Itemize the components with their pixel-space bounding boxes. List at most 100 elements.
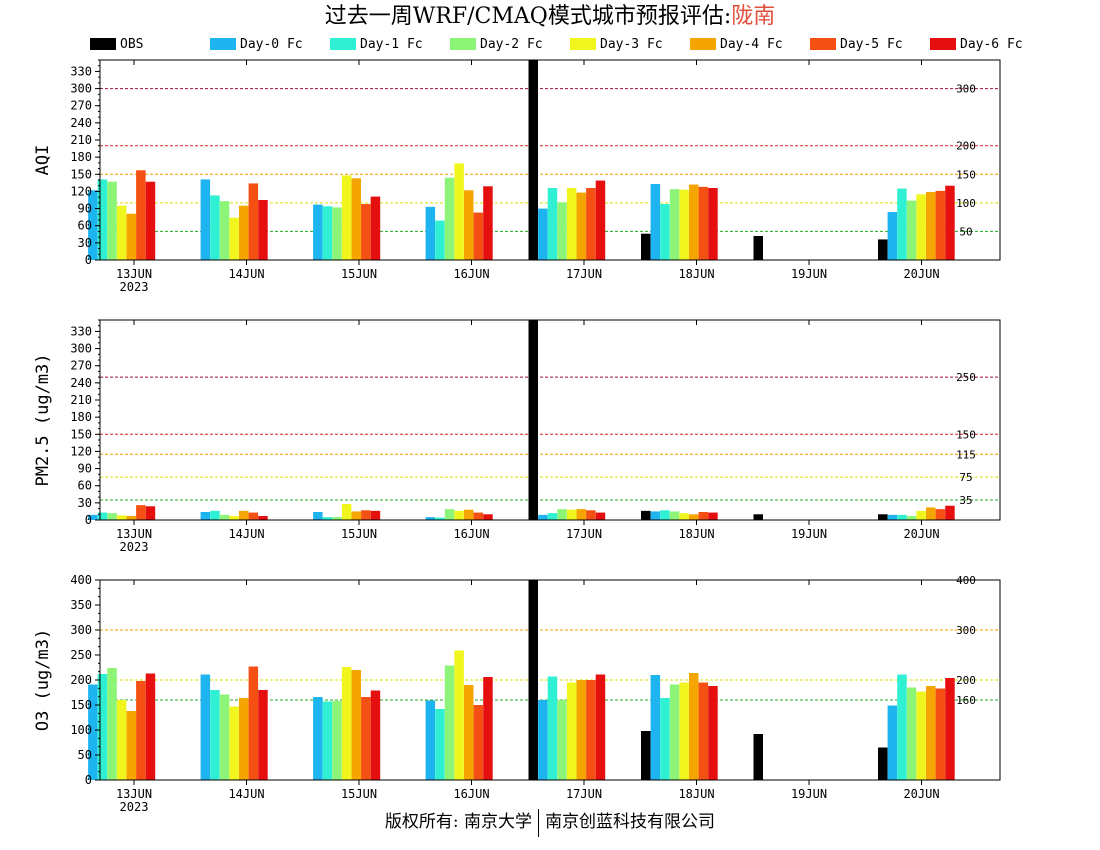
bar-forecast [935, 190, 946, 260]
bar-forecast [660, 698, 670, 780]
bar-obs [878, 514, 888, 520]
bar-forecast [887, 705, 898, 780]
legend-swatch [330, 38, 356, 50]
bar-forecast [679, 513, 689, 520]
bar-forecast [219, 201, 230, 260]
x-tick-label: 20JUN [903, 527, 939, 541]
bar-forecast [945, 678, 955, 780]
footer-separator [538, 808, 540, 837]
bar-forecast [248, 512, 259, 520]
x-tick-label: 15JUN [341, 787, 377, 801]
bar-forecast [576, 680, 586, 780]
bar-forecast [660, 510, 670, 520]
bar-forecast [897, 188, 907, 260]
bar-forecast [538, 700, 548, 780]
y-tick-label: 50 [78, 748, 92, 762]
bar-forecast [313, 512, 323, 520]
bar-forecast [926, 507, 936, 520]
bar-forecast [136, 170, 146, 260]
threshold-label: 150 [956, 428, 976, 441]
y-tick-label: 350 [70, 598, 92, 612]
legend-swatch [90, 38, 116, 50]
bar-forecast [708, 188, 718, 260]
x-tick-label: 20JUN [903, 787, 939, 801]
bar-forecast [650, 184, 661, 260]
bar-forecast [341, 175, 352, 260]
bar-forecast [935, 509, 946, 520]
x-tick-year: 2023 [120, 540, 149, 554]
bar-forecast [126, 711, 136, 780]
bar-forecast [107, 181, 117, 260]
legend-label: Day-6 Fc [960, 36, 1023, 52]
bar-forecast [258, 200, 268, 260]
bar-forecast [698, 512, 709, 520]
bar-forecast [547, 513, 558, 520]
bar-forecast [650, 511, 661, 520]
bar-forecast [370, 690, 381, 780]
y-tick-label: 270 [70, 359, 92, 373]
bar-forecast [444, 509, 455, 520]
chart-panel: 16020030040005010015020025030035040013JU… [33, 573, 1001, 814]
bar-forecast [557, 700, 567, 780]
x-tick-label: 17JUN [566, 787, 602, 801]
bar-forecast [595, 674, 606, 780]
bar-obs [753, 514, 763, 520]
bar-forecast [332, 207, 342, 260]
bar-forecast [586, 680, 596, 780]
threshold-label: 160 [956, 694, 976, 707]
x-tick-label: 17JUN [566, 527, 602, 541]
threshold-label: 50 [959, 225, 972, 238]
legend-label: Day-0 Fc [240, 36, 303, 52]
bar-forecast [313, 204, 323, 260]
bar-forecast [370, 510, 381, 520]
threshold-label: 250 [956, 371, 976, 384]
y-tick-label: 250 [70, 648, 92, 662]
chart-panel: 35 75 115 150 250 0 30 60 90 120 150 180 210 240 270 30… [33, 319, 1001, 554]
bar-forecast [538, 208, 548, 260]
bar-forecast [219, 694, 230, 780]
bar-forecast [248, 183, 259, 260]
bar-forecast [219, 514, 230, 520]
bar-forecast [557, 509, 567, 520]
legend-item: Day-5 Fc [810, 34, 903, 54]
bar-forecast [926, 192, 936, 260]
bar-forecast [689, 514, 699, 520]
legend-item: Day-2 Fc [450, 34, 543, 54]
y-tick-label: 180 [70, 410, 92, 424]
x-tick-label: 14JUN [228, 267, 264, 281]
bar-forecast [97, 179, 108, 260]
footer: 版权所有: 南京大学 南京创蓝科技有限公司 [0, 808, 1100, 837]
bar-forecast [679, 189, 689, 260]
bar-forecast [669, 684, 680, 780]
bar-forecast [444, 665, 455, 780]
bar-forecast [145, 506, 156, 520]
legend-label: Day-5 Fc [840, 36, 903, 52]
bar-forecast [906, 687, 917, 780]
y-tick-label: 0 [85, 513, 92, 527]
y-tick-label: 90 [78, 462, 92, 476]
bar-forecast [145, 181, 156, 260]
y-tick-label: 210 [70, 393, 92, 407]
bar-forecast [547, 188, 558, 260]
x-tick-label: 16JUN [453, 787, 489, 801]
x-tick-label: 15JUN [341, 267, 377, 281]
x-tick-label: 18JUN [678, 267, 714, 281]
bar-forecast [126, 213, 136, 260]
bar-obs [641, 233, 651, 260]
x-tick-label: 19JUN [791, 787, 827, 801]
y-tick-label: 300 [70, 623, 92, 637]
bar-forecast [689, 673, 699, 780]
title-prefix: 过去一周WRF/CMAQ模式城市预报评估: [324, 4, 732, 29]
threshold-label: 100 [956, 197, 976, 210]
bar-forecast [313, 697, 323, 780]
bar-forecast [200, 674, 211, 780]
bar-obs [878, 239, 888, 260]
bar-forecast [945, 185, 955, 260]
footer-right: 南京创蓝科技有限公司 [545, 812, 716, 832]
legend-item: Day-6 Fc [930, 34, 1023, 54]
bar-forecast [669, 511, 680, 520]
bar-forecast [576, 509, 586, 520]
threshold-label: 75 [959, 471, 972, 484]
bar-forecast [361, 697, 371, 780]
bar-forecast [650, 675, 661, 780]
